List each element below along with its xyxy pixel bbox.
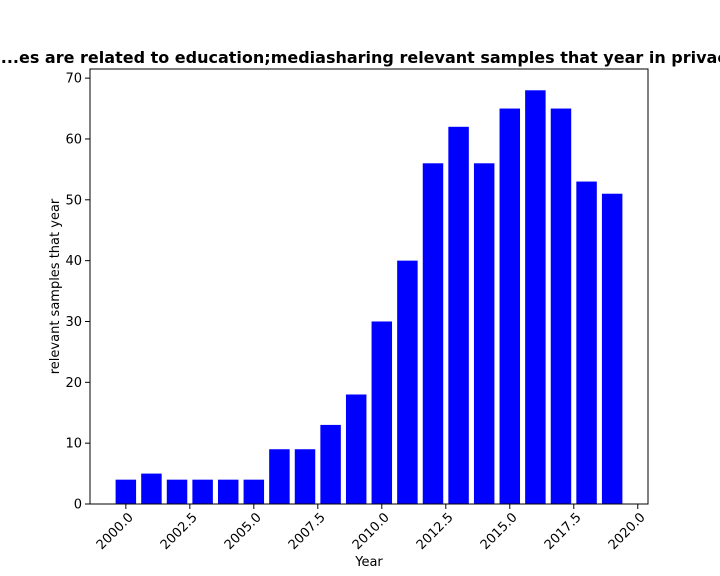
bar-2004	[217, 479, 239, 504]
x-tick-label: 2012.5	[414, 510, 457, 553]
y-tick-label: 10	[65, 437, 82, 452]
y-tick-label: 60	[65, 132, 82, 147]
bar-2015	[499, 108, 521, 504]
bar-2014	[473, 163, 495, 504]
bar-2003	[192, 479, 213, 504]
bar-2006	[269, 449, 290, 504]
x-axis-ticks: 2000.0 2002.5 2005.0 2007.5 2010.0 2012.5 2015…	[94, 504, 649, 553]
bar-2008	[320, 424, 341, 504]
y-tick-label: 70	[65, 72, 82, 87]
bar-2009	[345, 394, 367, 504]
bar-2018	[576, 181, 597, 505]
y-tick-label: 0	[74, 498, 82, 513]
y-tick-label: 30	[65, 315, 82, 330]
bar-2011	[397, 260, 418, 504]
bar-2016	[525, 90, 546, 505]
y-axis-ticks: 0 10 20 30 40 50 60 70	[65, 72, 90, 513]
bar-2002	[166, 479, 188, 504]
x-tick-label: 2010.0	[350, 510, 393, 553]
bar-2013	[448, 126, 469, 504]
bar-2010	[371, 321, 393, 504]
bar-2017	[550, 108, 572, 504]
x-tick-label: 2015.0	[478, 510, 521, 553]
bar-2000	[115, 479, 137, 504]
x-axis-label: Year	[354, 555, 383, 570]
bar-2007	[294, 449, 316, 504]
bar-2019	[601, 193, 623, 504]
x-tick-label: 2007.5	[286, 510, 329, 553]
y-tick-label: 50	[65, 193, 82, 208]
x-tick-label: 2005.0	[222, 510, 265, 553]
plot-frame	[89, 68, 649, 505]
x-tick-label: 2020.0	[606, 510, 649, 553]
y-axis-label: relevant samples that year	[48, 198, 63, 374]
x-tick-label: 2002.5	[158, 510, 201, 553]
bar-2001	[141, 473, 162, 504]
chart-title: ...es are related to education;mediashar…	[1, 48, 720, 67]
bars-group	[115, 90, 623, 505]
bar-2005	[243, 479, 265, 504]
y-tick-label: 40	[65, 254, 82, 269]
x-tick-label: 2000.0	[94, 510, 137, 553]
y-tick-label: 20	[65, 376, 82, 391]
x-tick-label: 2017.5	[542, 510, 585, 553]
bar-2012	[422, 163, 444, 504]
